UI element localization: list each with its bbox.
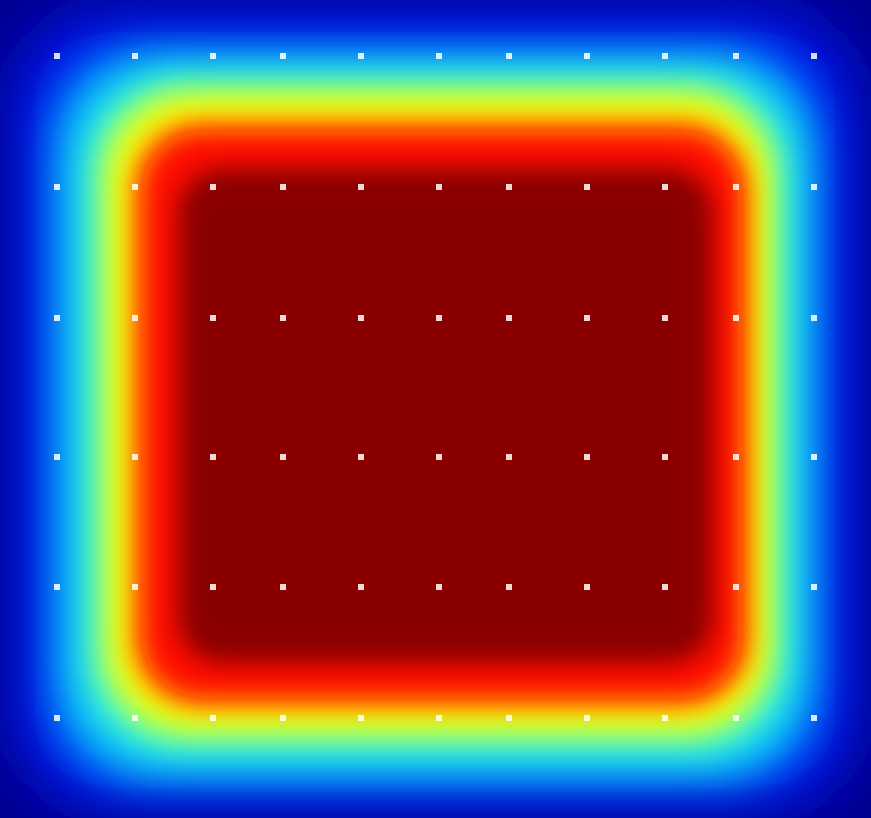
sample-point	[811, 454, 817, 460]
sample-point	[662, 53, 668, 59]
sample-point	[436, 315, 442, 321]
sample-point	[662, 184, 668, 190]
sample-point	[132, 315, 138, 321]
sample-point	[584, 454, 590, 460]
sample-point	[210, 715, 216, 721]
sample-point	[811, 53, 817, 59]
sample-point	[733, 184, 739, 190]
sample-point	[210, 454, 216, 460]
sample-point	[733, 53, 739, 59]
sample-point	[811, 584, 817, 590]
sample-point	[436, 584, 442, 590]
sample-point	[132, 584, 138, 590]
sample-point	[506, 715, 512, 721]
sample-point	[436, 53, 442, 59]
sample-point	[436, 715, 442, 721]
sample-point	[358, 454, 364, 460]
sample-point	[584, 584, 590, 590]
sample-point	[733, 715, 739, 721]
sample-point	[584, 184, 590, 190]
sample-point	[506, 53, 512, 59]
sample-point	[506, 315, 512, 321]
sample-point	[280, 315, 286, 321]
sample-point	[132, 184, 138, 190]
sample-point	[358, 715, 364, 721]
sample-point	[132, 53, 138, 59]
sample-point	[584, 53, 590, 59]
sample-point	[811, 715, 817, 721]
sample-point	[210, 184, 216, 190]
sample-point	[358, 184, 364, 190]
sample-point	[662, 454, 668, 460]
heat-layer	[178, 168, 713, 663]
sample-point	[584, 715, 590, 721]
sample-point	[358, 53, 364, 59]
sample-point	[132, 715, 138, 721]
sample-point	[54, 184, 60, 190]
sample-point	[280, 715, 286, 721]
sample-point	[733, 584, 739, 590]
sample-point	[280, 454, 286, 460]
sample-point	[54, 584, 60, 590]
sample-points	[54, 53, 817, 721]
sample-point	[506, 584, 512, 590]
sample-point	[54, 315, 60, 321]
sample-point	[210, 53, 216, 59]
sample-point	[54, 454, 60, 460]
sample-point	[811, 315, 817, 321]
sample-point	[733, 454, 739, 460]
sample-point	[358, 584, 364, 590]
sample-point	[662, 315, 668, 321]
sample-point	[280, 53, 286, 59]
sample-point	[436, 454, 442, 460]
sample-point	[132, 454, 138, 460]
sample-point	[210, 315, 216, 321]
sample-point	[54, 53, 60, 59]
sample-point	[280, 184, 286, 190]
sample-point	[506, 454, 512, 460]
sample-point	[436, 184, 442, 190]
sample-point	[662, 715, 668, 721]
sample-point	[210, 584, 216, 590]
sample-point	[280, 584, 286, 590]
sample-point	[811, 184, 817, 190]
sample-point	[506, 184, 512, 190]
sample-point	[584, 315, 590, 321]
sample-point	[358, 315, 364, 321]
sample-point	[733, 315, 739, 321]
sample-point	[54, 715, 60, 721]
sample-point	[662, 584, 668, 590]
